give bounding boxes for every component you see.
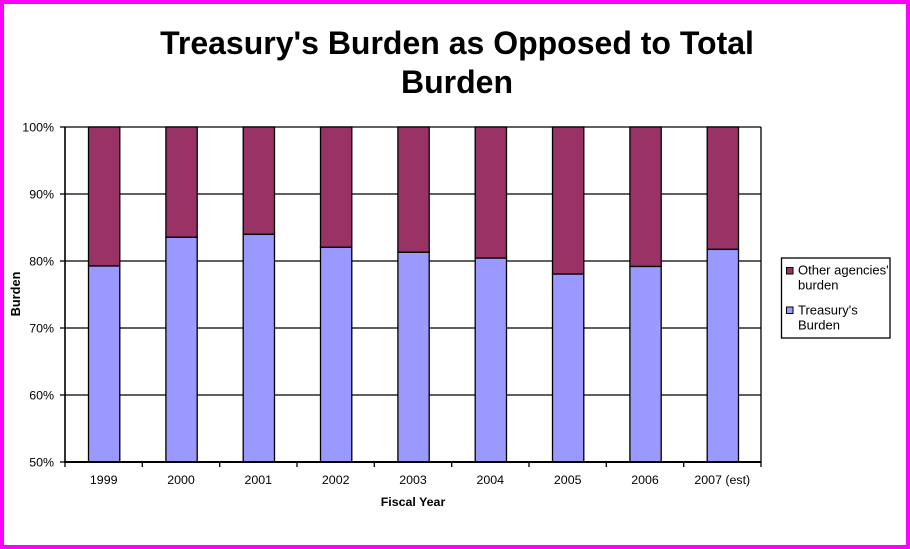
svg-text:2007 (est): 2007 (est): [694, 473, 750, 487]
svg-text:90%: 90%: [29, 188, 54, 202]
svg-text:80%: 80%: [29, 255, 54, 269]
svg-text:Treasury's: Treasury's: [798, 302, 858, 317]
svg-text:2003: 2003: [399, 473, 427, 487]
svg-text:1999: 1999: [90, 473, 118, 487]
svg-text:Fiscal Year: Fiscal Year: [381, 495, 446, 509]
svg-text:Treasury's Burden as Opposed t: Treasury's Burden as Opposed to Total: [160, 25, 754, 61]
svg-text:2006: 2006: [631, 473, 659, 487]
svg-text:60%: 60%: [29, 389, 54, 403]
svg-text:Burden: Burden: [401, 64, 513, 100]
svg-text:Burden: Burden: [8, 271, 23, 316]
svg-text:70%: 70%: [29, 322, 54, 336]
svg-text:2000: 2000: [167, 473, 195, 487]
svg-text:Other agencies': Other agencies': [798, 263, 889, 278]
svg-text:50%: 50%: [29, 456, 54, 470]
svg-text:Burden: Burden: [798, 317, 840, 332]
svg-text:2002: 2002: [322, 473, 350, 487]
svg-text:2001: 2001: [245, 473, 273, 487]
svg-text:100%: 100%: [22, 121, 54, 135]
svg-text:2004: 2004: [477, 473, 505, 487]
svg-text:2005: 2005: [554, 473, 582, 487]
svg-text:burden: burden: [798, 278, 838, 293]
